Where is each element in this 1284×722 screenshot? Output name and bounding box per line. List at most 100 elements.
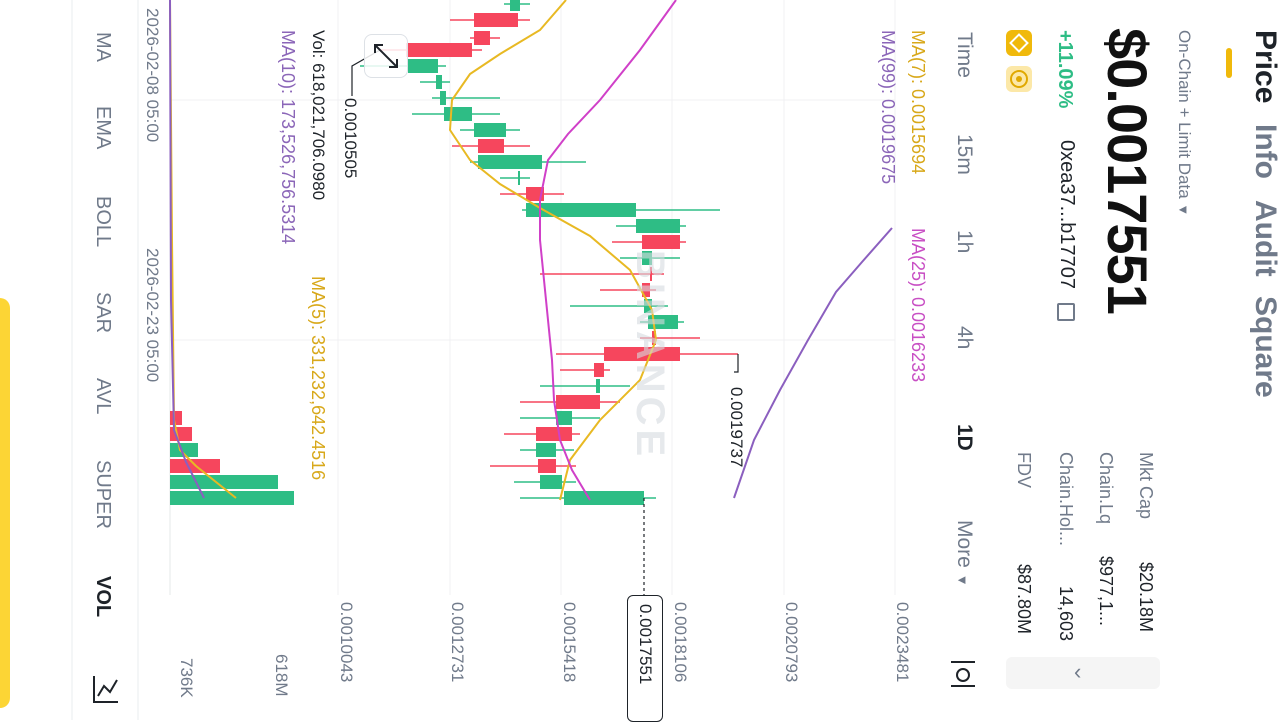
price-change: +11.09%: [1054, 30, 1076, 109]
ma25-line: [539, 0, 677, 501]
candle-body: [636, 219, 680, 233]
candle-body: [518, 171, 520, 185]
caret-down-icon: ▼: [955, 573, 970, 587]
ma7-line: [448, 0, 658, 501]
y-tick: 0.0012731: [448, 602, 467, 683]
candle-body: [474, 31, 490, 45]
candle-body: [478, 139, 504, 153]
candle-body: [440, 91, 446, 105]
current-price-axis-label: 0.0017551: [636, 604, 655, 685]
tf-more[interactable]: More ▼: [953, 520, 976, 587]
vol-axis-max: 618M: [272, 654, 291, 697]
y-tick: 0.0015418: [560, 602, 579, 683]
candle-body: [594, 363, 604, 377]
candle-body: [540, 475, 562, 489]
candle-body: [406, 43, 472, 57]
candle-body: [556, 395, 600, 409]
candle-body: [538, 459, 556, 473]
stat-holders-value: 14,603: [1056, 586, 1076, 642]
tf-15m[interactable]: 15m: [953, 134, 976, 175]
indicator-boll[interactable]: BOLL: [92, 196, 114, 248]
ma99-legend: MA(99): 0.0019675: [878, 30, 898, 185]
candle-body: [510, 0, 520, 11]
tf-1d[interactable]: 1D: [953, 424, 976, 451]
chevron-left-icon: ‹: [1074, 659, 1082, 684]
low-price-label: 0.0010505: [341, 98, 360, 179]
expand-icon[interactable]: [364, 34, 408, 78]
candle-body: [478, 155, 542, 169]
candle-body: [564, 491, 644, 505]
high-price-label: 0.0019737: [727, 387, 746, 468]
candle-body: [556, 411, 572, 425]
candle-body: [536, 443, 556, 457]
active-tab-indicator: [1226, 48, 1232, 78]
indicator-sar[interactable]: SAR: [92, 292, 114, 334]
candle-body: [642, 283, 650, 297]
candle-body: [652, 331, 656, 345]
stat-chainlq-label: Chain.Lq: [1096, 452, 1116, 525]
y-tick: 0.0018106: [671, 602, 690, 683]
tab-square[interactable]: Square: [1249, 296, 1282, 398]
candle-body: [474, 13, 518, 27]
stat-fdv-value: $87.80M: [1014, 564, 1034, 635]
volume-bar: [170, 411, 182, 425]
tf-1h[interactable]: 1h: [953, 230, 976, 254]
x-axis-date: 2026-02-23 05:00: [143, 248, 162, 383]
y-tick: 0.0020793: [782, 602, 801, 683]
caret-down-icon: ▼: [1176, 203, 1191, 217]
candle-body: [642, 235, 680, 249]
data-source-selector[interactable]: On-Chain + Limit Data ▼: [1174, 30, 1194, 216]
x-axis-date: 2026-02-08 05:00: [143, 8, 162, 143]
candle-body: [644, 299, 652, 313]
tf-time[interactable]: Time: [953, 32, 976, 78]
chain-icon: [1006, 30, 1032, 56]
watermark: BINANCE: [628, 250, 672, 461]
vol-ma10-line: [169, 0, 205, 499]
vol-ma10-legend: MA(10): 173,526,756.5314: [278, 30, 298, 245]
chart-settings-icon[interactable]: [948, 656, 978, 690]
token-icon: [1006, 66, 1032, 92]
stat-fdv-label: FDV: [1014, 452, 1034, 488]
ma7-legend: MA(7): 0.0015694: [908, 30, 928, 175]
candle-body: [436, 75, 442, 89]
candle-body: [526, 203, 636, 217]
candle-body: [596, 379, 600, 393]
ma99-line: [733, 227, 893, 499]
vol-axis-min: 736K: [177, 658, 196, 698]
vol-legend: Vol: 618,021,706.0980: [309, 30, 328, 201]
drawing-tool-icon[interactable]: [90, 672, 120, 706]
tf-4h[interactable]: 4h: [953, 326, 976, 350]
tab-audit[interactable]: Audit: [1249, 200, 1282, 277]
indicator-avl[interactable]: AVL: [92, 378, 114, 415]
indicator-vol[interactable]: VOL: [92, 576, 114, 618]
candle-body: [650, 267, 652, 281]
data-source-label: On-Chain + Limit Data: [1175, 30, 1194, 199]
y-tick: 0.0023481: [893, 602, 912, 683]
high-marker: [734, 354, 739, 373]
candle-body: [474, 123, 506, 137]
contract-address[interactable]: 0xea37...b17707: [1055, 140, 1078, 321]
ma25-legend: MA(25): 0.0016233: [908, 228, 928, 383]
collapse-stats-button[interactable]: ‹: [1006, 657, 1160, 689]
stat-mktcap-label: Mkt Cap: [1136, 452, 1156, 520]
volume-bar: [170, 443, 198, 457]
current-price-box: [627, 595, 663, 722]
copy-icon[interactable]: [1057, 302, 1076, 321]
stat-chainlq-value: $977,1...: [1096, 556, 1116, 627]
trade-bar[interactable]: [0, 298, 10, 708]
y-tick: 0.0010043: [337, 602, 356, 683]
candle-body: [408, 59, 438, 73]
stat-holders-label: Chain.Hol...: [1056, 452, 1076, 547]
candle-body: [642, 251, 652, 265]
indicator-super[interactable]: SUPER: [92, 460, 114, 529]
stat-mktcap-value: $20.18M: [1136, 562, 1156, 633]
indicator-ma[interactable]: MA: [92, 32, 114, 62]
indicator-ema[interactable]: EMA: [92, 106, 114, 150]
current-price: $0.0017551: [1096, 28, 1159, 314]
vol-ma5-legend: MA(5): 331,232,642.4516: [308, 276, 328, 481]
candle-body: [648, 315, 678, 329]
tab-price[interactable]: Price: [1249, 30, 1282, 104]
tab-info[interactable]: Info: [1249, 124, 1282, 179]
